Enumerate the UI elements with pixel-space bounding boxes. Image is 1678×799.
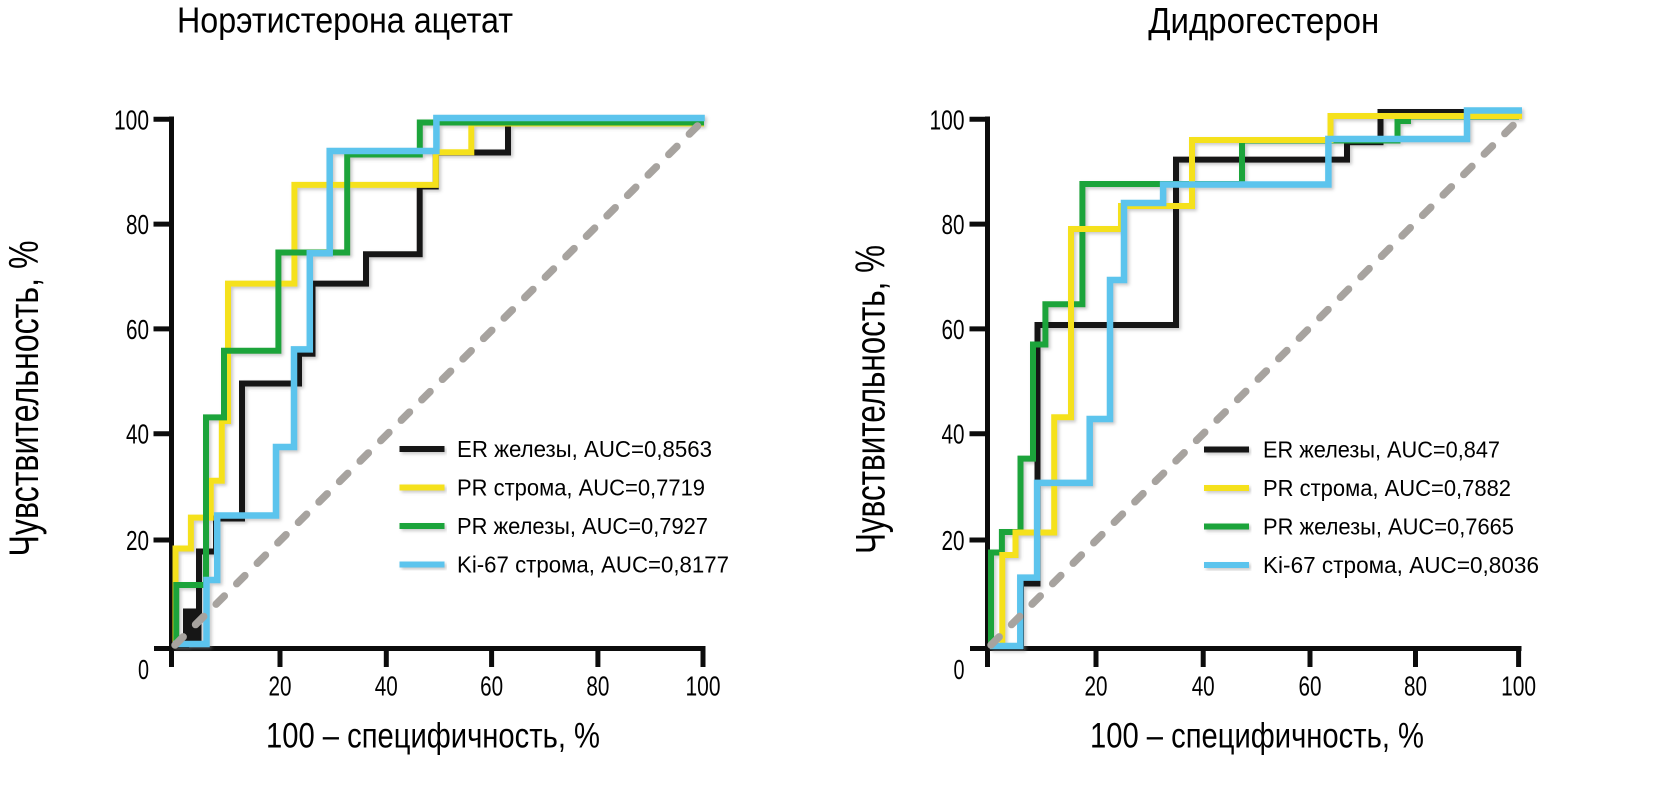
svg-text:60: 60 xyxy=(480,671,503,702)
svg-text:PR железы, AUC=0,7665: PR железы, AUC=0,7665 xyxy=(1263,514,1514,540)
svg-text:Чувствительность, %: Чувствительность, % xyxy=(847,245,894,554)
svg-text:Чувствительность, %: Чувствительность, % xyxy=(0,241,47,557)
svg-text:40: 40 xyxy=(126,419,149,450)
svg-text:Норэтистерона ацетат: Норэтистерона ацетат xyxy=(177,0,513,41)
svg-text:Ki-67 строма, AUC=0,8036: Ki-67 строма, AUC=0,8036 xyxy=(1263,552,1539,578)
svg-text:60: 60 xyxy=(942,314,965,345)
svg-text:80: 80 xyxy=(586,671,609,702)
svg-text:60: 60 xyxy=(1299,671,1322,702)
svg-text:0: 0 xyxy=(954,654,965,685)
svg-text:20: 20 xyxy=(942,525,965,556)
svg-text:0: 0 xyxy=(138,654,149,685)
svg-text:PR железы, AUC=0,7927: PR железы, AUC=0,7927 xyxy=(457,513,708,539)
svg-text:20: 20 xyxy=(126,525,149,556)
svg-text:ER железы, AUC=0,8563: ER железы, AUC=0,8563 xyxy=(457,436,712,462)
svg-text:80: 80 xyxy=(942,209,965,240)
svg-text:PR строма, AUC=0,7719: PR строма, AUC=0,7719 xyxy=(457,475,705,501)
svg-text:20: 20 xyxy=(269,671,292,702)
svg-text:100: 100 xyxy=(114,105,149,136)
svg-text:40: 40 xyxy=(942,419,965,450)
svg-text:40: 40 xyxy=(375,671,398,702)
svg-text:40: 40 xyxy=(1192,671,1215,702)
svg-text:ER железы, AUC=0,847: ER железы, AUC=0,847 xyxy=(1263,437,1500,463)
svg-text:100 – специфичность, %: 100 – специфичность, % xyxy=(266,717,600,756)
svg-text:100: 100 xyxy=(930,105,965,136)
svg-text:Ki-67 строма, AUC=0,8177: Ki-67 строма, AUC=0,8177 xyxy=(457,552,729,578)
svg-text:20: 20 xyxy=(1085,671,1108,702)
svg-text:80: 80 xyxy=(126,209,149,240)
svg-text:100: 100 xyxy=(686,671,721,702)
svg-text:100: 100 xyxy=(1501,671,1536,702)
svg-text:80: 80 xyxy=(1404,671,1427,702)
svg-text:PR строма, AUC=0,7882: PR строма, AUC=0,7882 xyxy=(1263,475,1511,501)
svg-text:100 – специфичность, %: 100 – специфичность, % xyxy=(1090,717,1424,756)
svg-text:60: 60 xyxy=(126,314,149,345)
svg-text:Дидрогестерон: Дидрогестерон xyxy=(1148,0,1379,41)
